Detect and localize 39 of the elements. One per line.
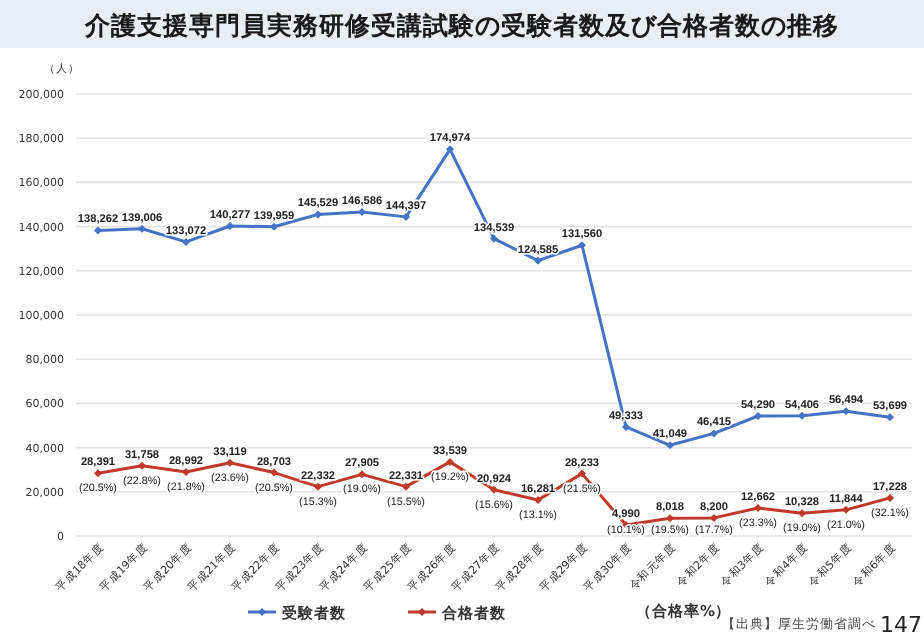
point (226, 458, 234, 467)
point (710, 513, 718, 522)
point (666, 514, 674, 523)
point (402, 482, 410, 491)
point (842, 505, 850, 514)
point (182, 467, 190, 476)
point (270, 222, 278, 231)
point (358, 208, 366, 217)
point (490, 234, 498, 243)
point (534, 256, 542, 265)
point (314, 210, 322, 219)
point (578, 469, 586, 478)
point (226, 221, 234, 230)
point (94, 469, 102, 478)
point (754, 412, 762, 421)
point (446, 145, 454, 154)
point (446, 457, 454, 466)
text: 147 (880, 612, 922, 638)
point (666, 441, 674, 450)
point (358, 470, 366, 479)
point (402, 212, 410, 221)
chart-title: 介護支援専門員実務研修受講試験の受験者数及び合格者数の推移 (83, 10, 839, 40)
point (270, 468, 278, 477)
point (886, 413, 894, 422)
point (886, 493, 894, 502)
point (754, 504, 762, 513)
point (710, 429, 718, 438)
point (534, 496, 542, 505)
point (138, 461, 146, 470)
point (578, 241, 586, 250)
point (798, 411, 806, 420)
point (798, 509, 806, 518)
point (842, 407, 850, 416)
point (314, 482, 322, 491)
point (138, 224, 146, 233)
point (622, 422, 630, 431)
point (490, 485, 498, 494)
point (182, 237, 190, 246)
point (94, 226, 102, 235)
